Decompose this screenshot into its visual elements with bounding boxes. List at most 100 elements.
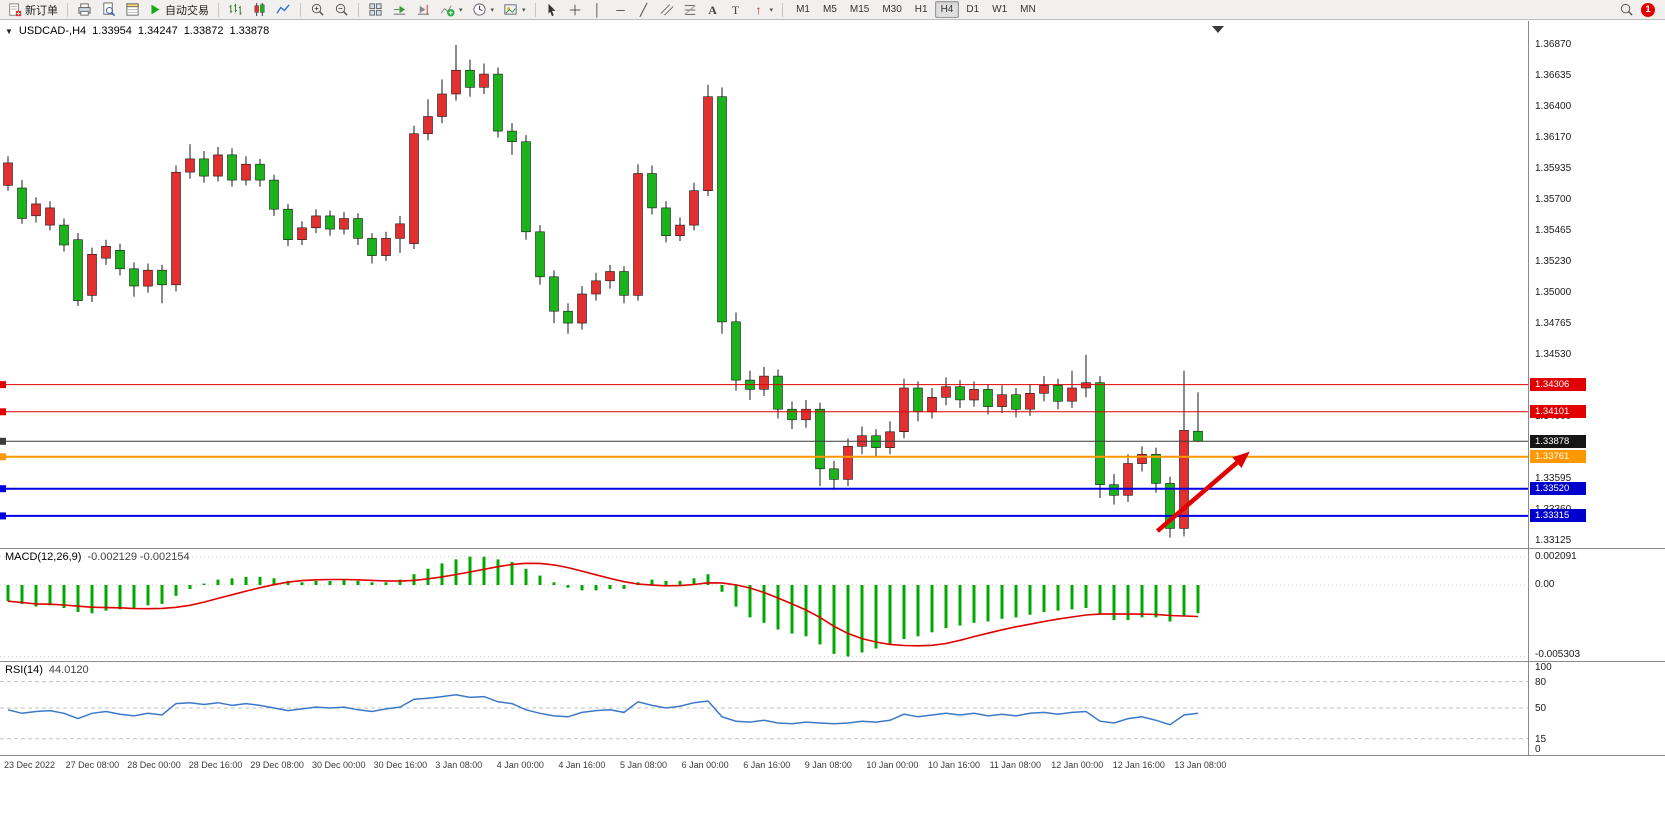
auto-scroll-button[interactable] — [388, 1, 411, 19]
templates-button[interactable]: ▾ — [499, 1, 530, 19]
new-order-button[interactable]: 新订单 — [4, 1, 62, 19]
price-axis-label: 1.35700 — [1535, 193, 1572, 205]
toolbar-separator — [534, 2, 536, 17]
timeframe-H4-button[interactable]: H4 — [934, 1, 960, 18]
price-axis-label: 1.35230 — [1535, 256, 1572, 268]
label-tool-button[interactable]: T — [725, 1, 747, 19]
price-axis-label: 1.35935 — [1535, 162, 1572, 174]
time-axis-label: 5 Jan 08:00 — [620, 760, 668, 770]
price-badge: 1.34306 — [1530, 378, 1586, 392]
timeframe-H1-button[interactable]: H1 — [914, 4, 928, 15]
price-axis[interactable]: 1.36870 1.36635 1.36400 1.36170 1.35935 1.357… — [1529, 21, 1665, 548]
rsi-canvas[interactable] — [0, 662, 1528, 755]
arrows-tool-button[interactable]: ↑ ▾ — [748, 1, 778, 19]
tile-windows-icon — [369, 3, 382, 16]
timeframe-M30-button[interactable]: M30 — [882, 4, 902, 15]
chart-title: ▼ USDCAD-,H4 1.33954 1.34247 1.33872 1.3… — [5, 25, 269, 37]
rsi-axis-label: 15 — [1535, 733, 1547, 745]
new-order-label: 新订单 — [25, 4, 58, 17]
price-badge: 1.34101 — [1530, 405, 1586, 419]
chart-high-value: 1.34247 — [137, 25, 178, 37]
horizontal-line-tool-button[interactable]: ─ — [610, 1, 632, 19]
macd-current-values: -0.002129 -0.002154 — [87, 551, 190, 563]
panel-separator[interactable] — [0, 548, 1665, 549]
main-chart-canvas[interactable] — [0, 21, 1528, 548]
timeframe-M1-button[interactable]: M1 — [796, 4, 810, 15]
time-axis-label: 3 Jan 08:00 — [435, 760, 483, 770]
auto-trading-button[interactable]: 自动交易 — [145, 1, 213, 19]
timeframe-MN-button[interactable]: MN — [1020, 4, 1036, 15]
macd-canvas[interactable] — [0, 549, 1528, 661]
time-axis-label: 9 Jan 08:00 — [804, 760, 852, 770]
channel-tool-button[interactable] — [656, 1, 678, 19]
label-icon: T — [731, 2, 740, 17]
indicators-button[interactable]: ▾ — [436, 1, 467, 19]
tile-windows-button[interactable] — [364, 1, 387, 19]
bar-chart-button[interactable] — [224, 1, 247, 19]
macd-axis-label: 0.002091 — [1535, 550, 1577, 562]
time-axis-label: 6 Jan 16:00 — [743, 760, 791, 770]
dropdown-caret-icon: ▾ — [522, 6, 526, 14]
timeframe-M15-button[interactable]: M15 — [849, 4, 870, 15]
timeframe-M5-button[interactable]: M5 — [822, 4, 837, 15]
chart-shift-button[interactable] — [412, 1, 435, 19]
timeframe-W1-button[interactable]: W1 — [992, 4, 1008, 15]
price-badge: 1.33761 — [1530, 450, 1586, 464]
dropdown-caret-icon: ▾ — [459, 6, 463, 14]
price-axis-label: 1.36400 — [1535, 101, 1572, 113]
text-tool-button[interactable]: A — [702, 1, 724, 19]
time-axis-label: 28 Dec 00:00 — [127, 760, 181, 770]
zoom-out-button[interactable] — [330, 1, 353, 19]
price-axis-label: 1.35000 — [1535, 286, 1572, 298]
zoom-out-icon — [335, 3, 348, 16]
time-axis[interactable]: 23 Dec 2022 27 Dec 08:00 28 Dec 00:00 28 De… — [0, 756, 1529, 776]
fibonacci-tool-button[interactable] — [679, 1, 701, 19]
text-icon: A — [708, 2, 717, 17]
rsi-axis-label: 0 — [1535, 744, 1541, 755]
toolbar-separator — [300, 2, 301, 17]
dropdown-caret-icon: ▾ — [769, 6, 774, 14]
chart-collapse-icon[interactable]: ▼ — [5, 26, 13, 36]
vertical-line-icon: │ — [593, 2, 602, 17]
time-axis-label: 11 Jan 08:00 — [989, 760, 1041, 770]
time-axis-label: 30 Dec 00:00 — [312, 760, 366, 770]
chart-open-value: 1.33954 — [92, 25, 132, 37]
price-axis-label: 1.36870 — [1535, 39, 1572, 50]
trendline-icon: ╱ — [639, 2, 648, 17]
crosshair-icon — [569, 4, 580, 15]
rsi-axis-label: 100 — [1535, 662, 1552, 673]
print-preview-icon — [103, 2, 116, 17]
chart-low-value: 1.33872 — [183, 25, 224, 37]
search-icon — [1620, 3, 1633, 16]
periods-button[interactable]: ▾ — [468, 1, 499, 19]
time-axis-label: 30 Dec 16:00 — [373, 760, 428, 770]
fibonacci-icon — [684, 4, 696, 15]
trendline-tool-button[interactable]: ╱ — [633, 1, 655, 19]
print-button[interactable] — [73, 1, 96, 19]
print-preview-button[interactable] — [97, 1, 120, 19]
toolbar-separator — [358, 2, 359, 17]
timeframe-D1-button[interactable]: D1 — [966, 4, 980, 15]
price-axis-label: 1.36635 — [1535, 70, 1572, 82]
time-axis-label: 28 Dec 16:00 — [188, 760, 243, 770]
macd-axis: 0.002091 0.00 -0.005303 — [1529, 549, 1665, 661]
candlestick-chart-button[interactable] — [248, 1, 271, 19]
cursor-tool-button[interactable] — [541, 1, 563, 19]
crosshair-tool-button[interactable] — [564, 1, 586, 19]
line-chart-button[interactable] — [272, 1, 295, 19]
clock-icon — [472, 3, 486, 16]
templates-icon — [504, 4, 517, 15]
data-window-button[interactable] — [121, 1, 144, 19]
notifications-badge[interactable]: 1 — [1641, 2, 1655, 17]
time-axis-label: 10 Jan 16:00 — [928, 760, 981, 770]
vertical-line-tool-button[interactable]: │ — [587, 1, 609, 19]
panel-separator[interactable] — [0, 661, 1665, 662]
price-badge: 1.33878 — [1530, 434, 1586, 448]
price-badge: 1.33520 — [1530, 482, 1586, 496]
cursor-icon — [548, 3, 556, 16]
new-order-icon — [9, 2, 22, 16]
search-button[interactable] — [1615, 1, 1638, 19]
price-axis-label: 1.34765 — [1535, 317, 1572, 329]
zoom-in-button[interactable] — [306, 1, 329, 19]
